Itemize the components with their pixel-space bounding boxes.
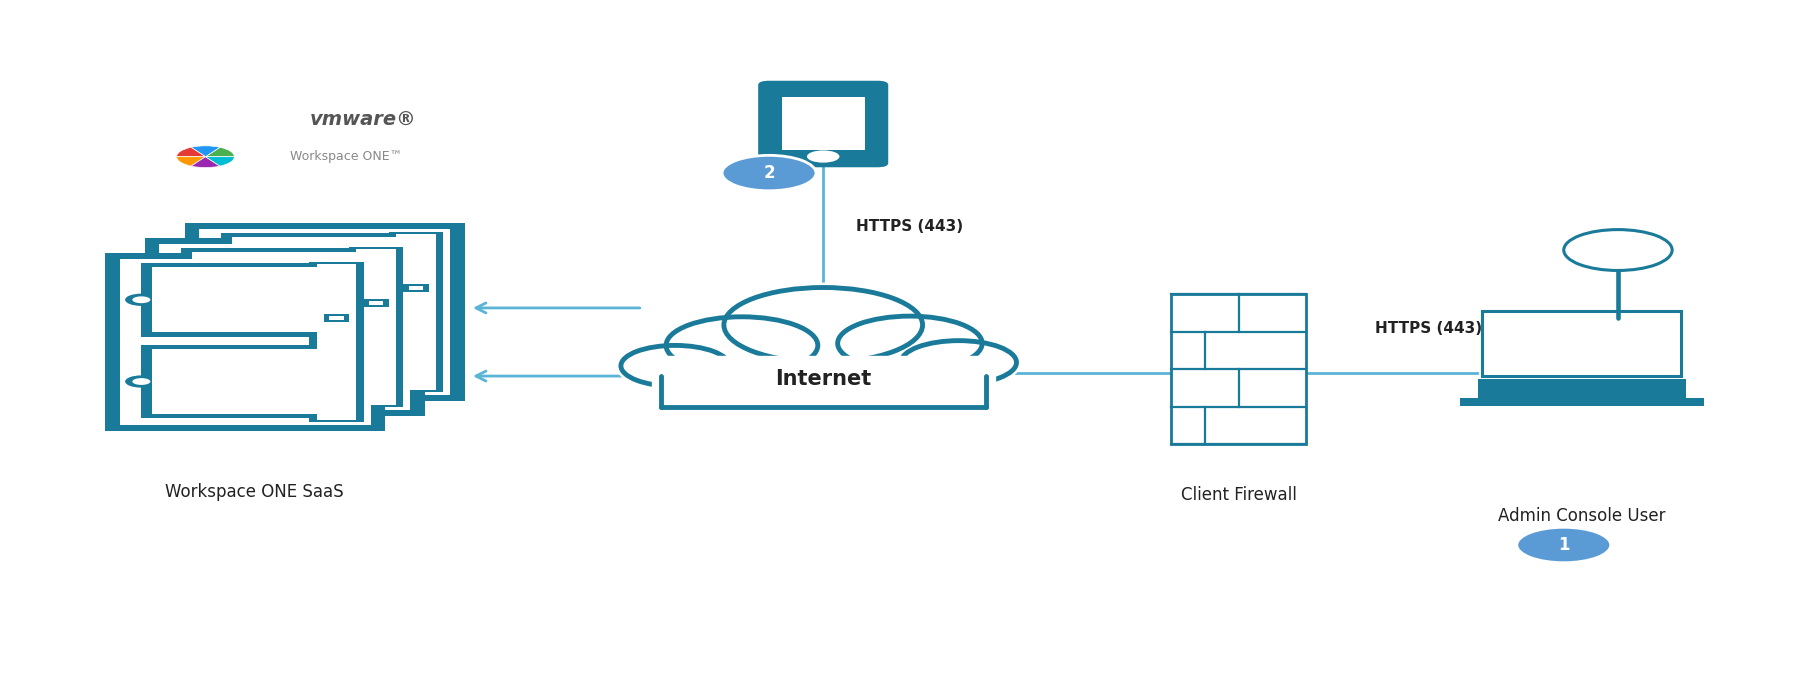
- FancyBboxPatch shape: [356, 250, 396, 405]
- Circle shape: [807, 150, 839, 163]
- Circle shape: [125, 293, 157, 306]
- Wedge shape: [177, 147, 206, 157]
- Circle shape: [1563, 230, 1672, 270]
- Circle shape: [212, 348, 230, 355]
- FancyBboxPatch shape: [152, 267, 338, 332]
- Circle shape: [204, 345, 237, 358]
- FancyBboxPatch shape: [199, 229, 450, 395]
- FancyBboxPatch shape: [309, 261, 364, 423]
- FancyBboxPatch shape: [317, 264, 356, 420]
- Text: 1: 1: [1558, 536, 1570, 554]
- Text: Workspace ONE SaaS: Workspace ONE SaaS: [165, 483, 344, 501]
- FancyBboxPatch shape: [119, 259, 371, 425]
- FancyBboxPatch shape: [185, 224, 465, 401]
- FancyBboxPatch shape: [781, 96, 865, 150]
- FancyBboxPatch shape: [105, 254, 385, 430]
- Wedge shape: [177, 157, 206, 166]
- FancyBboxPatch shape: [389, 232, 443, 393]
- Wedge shape: [206, 157, 235, 166]
- Circle shape: [724, 287, 923, 363]
- FancyBboxPatch shape: [141, 345, 349, 419]
- Circle shape: [132, 378, 150, 385]
- Wedge shape: [192, 157, 221, 168]
- FancyBboxPatch shape: [1478, 379, 1686, 398]
- FancyBboxPatch shape: [221, 315, 429, 389]
- Circle shape: [125, 376, 157, 388]
- Circle shape: [212, 266, 230, 273]
- Text: 2: 2: [763, 164, 774, 182]
- FancyBboxPatch shape: [192, 334, 378, 399]
- Circle shape: [838, 316, 982, 371]
- Circle shape: [172, 281, 190, 288]
- FancyBboxPatch shape: [409, 286, 423, 290]
- FancyBboxPatch shape: [181, 248, 389, 321]
- FancyBboxPatch shape: [324, 314, 349, 322]
- Text: HTTPS (443): HTTPS (443): [856, 219, 962, 234]
- FancyBboxPatch shape: [1483, 311, 1681, 376]
- Circle shape: [132, 296, 150, 303]
- FancyBboxPatch shape: [1460, 398, 1704, 406]
- Circle shape: [165, 278, 197, 291]
- FancyBboxPatch shape: [159, 244, 411, 410]
- FancyBboxPatch shape: [145, 239, 425, 416]
- FancyBboxPatch shape: [651, 356, 995, 407]
- FancyBboxPatch shape: [1170, 294, 1306, 444]
- FancyBboxPatch shape: [369, 301, 384, 305]
- FancyBboxPatch shape: [364, 299, 389, 307]
- FancyBboxPatch shape: [329, 316, 344, 320]
- Circle shape: [204, 263, 237, 276]
- FancyBboxPatch shape: [651, 356, 995, 407]
- Text: Client Firewall: Client Firewall: [1181, 486, 1297, 504]
- Text: Internet: Internet: [774, 369, 872, 389]
- FancyBboxPatch shape: [192, 252, 378, 317]
- Wedge shape: [192, 146, 221, 157]
- FancyBboxPatch shape: [396, 235, 436, 390]
- Circle shape: [620, 345, 729, 386]
- FancyBboxPatch shape: [403, 284, 429, 292]
- Circle shape: [722, 155, 816, 191]
- FancyBboxPatch shape: [232, 237, 418, 302]
- FancyBboxPatch shape: [758, 81, 888, 168]
- Text: vmware®: vmware®: [309, 111, 416, 130]
- FancyBboxPatch shape: [221, 233, 429, 306]
- Circle shape: [1516, 527, 1610, 563]
- Circle shape: [165, 360, 197, 373]
- Circle shape: [666, 317, 818, 374]
- Text: Workspace ONE™: Workspace ONE™: [291, 150, 403, 163]
- Circle shape: [172, 363, 190, 370]
- Text: Admin Console User: Admin Console User: [1498, 507, 1666, 525]
- FancyBboxPatch shape: [232, 319, 418, 384]
- FancyBboxPatch shape: [152, 349, 338, 415]
- FancyBboxPatch shape: [141, 263, 349, 337]
- Circle shape: [901, 341, 1017, 384]
- FancyBboxPatch shape: [349, 247, 403, 408]
- Wedge shape: [206, 147, 235, 157]
- FancyBboxPatch shape: [181, 330, 389, 404]
- Text: HTTPS (443): HTTPS (443): [1375, 321, 1482, 336]
